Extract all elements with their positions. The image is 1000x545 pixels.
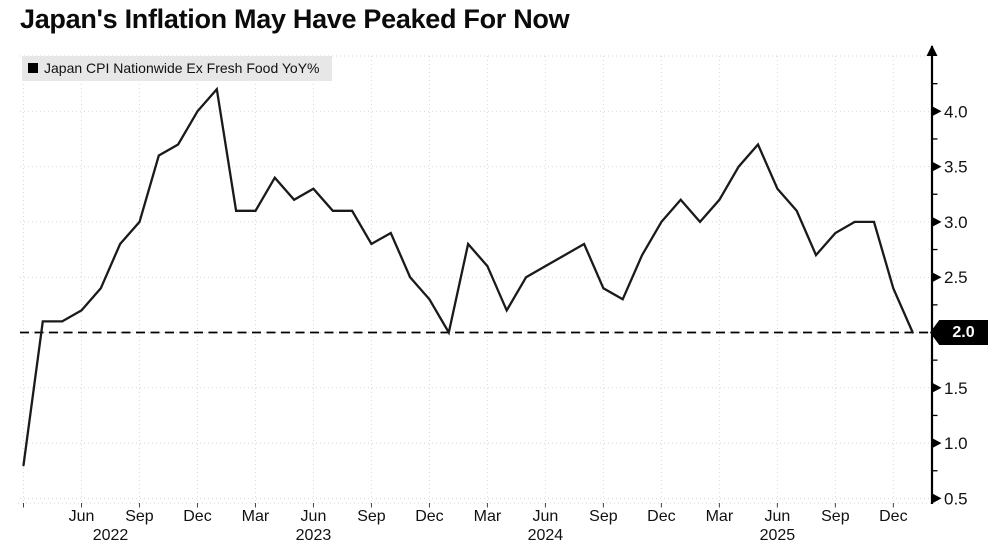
legend-swatch-icon (28, 63, 38, 73)
x-tick-label: Jun (533, 508, 559, 525)
y-major-tick (933, 106, 942, 116)
x-tick-label: Jun (301, 508, 327, 525)
y-tick-label: 4.0 (944, 102, 968, 121)
y-tick-label: 3.5 (944, 158, 968, 177)
legend: Japan CPI Nationwide Ex Fresh Food YoY% (22, 56, 332, 81)
y-tick-label: 2.5 (944, 268, 968, 287)
x-tick-label: Dec (647, 508, 675, 525)
x-tick-label: Mar (242, 508, 270, 525)
x-tick-label: Mar (706, 508, 734, 525)
cpi-series-line (22, 86, 914, 467)
x-tick-label: Jun (69, 508, 95, 525)
x-tick-label: Sep (821, 508, 850, 525)
year-label: 2025 (760, 527, 796, 544)
legend-label: Japan CPI Nationwide Ex Fresh Food YoY% (44, 60, 320, 76)
y-major-tick (933, 493, 942, 503)
x-tick-label: Sep (589, 508, 618, 525)
y-axis-top-arrow-icon (926, 45, 938, 56)
y-tick-label: 3.0 (944, 213, 968, 232)
x-tick-label: Mar (474, 508, 502, 525)
y-major-tick (933, 217, 942, 227)
y-tick-label: 1.5 (944, 379, 968, 398)
chart-title: Japan's Inflation May Have Peaked For No… (20, 4, 570, 34)
y-major-tick (933, 383, 942, 393)
target-value-flag: 2.0 (930, 320, 988, 345)
year-label: 2024 (528, 527, 564, 544)
y-major-tick (933, 162, 942, 172)
year-label: 2022 (93, 527, 129, 544)
year-label: 2023 (296, 527, 332, 544)
x-tick-label: Dec (415, 508, 443, 525)
y-tick-label: 0.5 (944, 489, 968, 508)
x-tick-label: Sep (125, 508, 154, 525)
y-major-tick (933, 272, 942, 282)
x-tick-label: Dec (879, 508, 907, 525)
x-tick-label: Dec (183, 508, 211, 525)
y-major-tick (933, 438, 942, 448)
y-tick-label: 1.0 (944, 434, 968, 453)
x-tick-label: Sep (357, 508, 386, 525)
x-tick-label: Jun (764, 508, 790, 525)
